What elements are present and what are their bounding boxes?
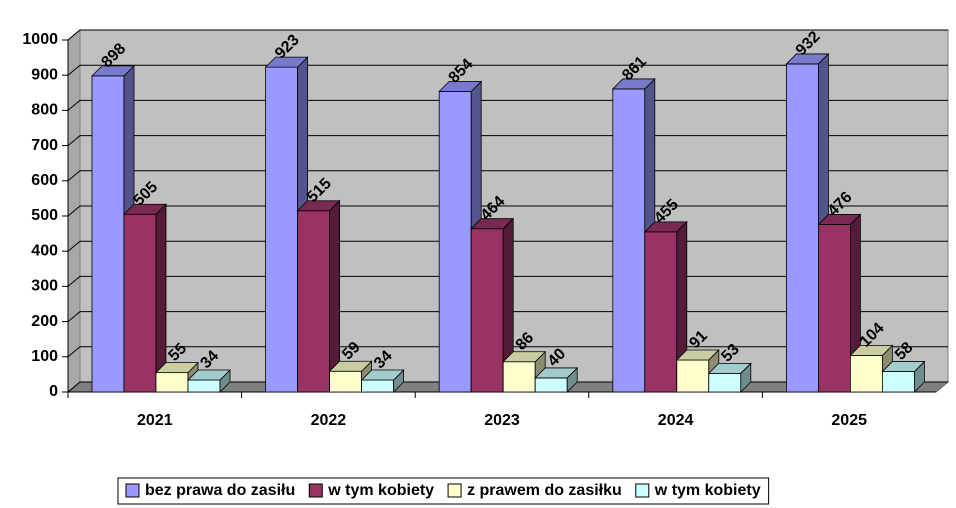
grid-line bbox=[67, 170, 948, 182]
grid-line bbox=[67, 205, 948, 217]
bar bbox=[187, 369, 231, 393]
x-tick-label: 2021 bbox=[137, 412, 173, 429]
bar-top bbox=[155, 362, 199, 374]
bar-top bbox=[187, 369, 231, 381]
bar-front bbox=[708, 372, 742, 393]
y-tick-label: 700 bbox=[31, 137, 58, 154]
legend-swatch bbox=[308, 483, 323, 498]
bar-front bbox=[786, 63, 819, 393]
bar bbox=[534, 366, 579, 393]
bar-front bbox=[818, 224, 851, 393]
bar-top bbox=[502, 351, 547, 363]
bar-top bbox=[360, 369, 405, 381]
bar bbox=[123, 203, 167, 393]
bar-front bbox=[438, 90, 472, 393]
bar-front bbox=[155, 372, 189, 393]
x-tick-label: 2024 bbox=[658, 412, 694, 429]
legend-label: w tym kobiety bbox=[654, 482, 761, 499]
bar-top bbox=[296, 200, 341, 212]
grid-line bbox=[67, 135, 948, 146]
bar-front bbox=[850, 354, 883, 393]
legend-label: z prawem do zasiłku bbox=[467, 482, 622, 499]
bar-top bbox=[534, 367, 579, 379]
bar-top bbox=[785, 53, 830, 65]
legend-swatch bbox=[635, 483, 650, 498]
bar-front bbox=[361, 379, 395, 393]
bar-top bbox=[438, 80, 483, 92]
y-tick-label: 200 bbox=[31, 313, 58, 330]
y-tick-label: 300 bbox=[31, 278, 58, 295]
bar-front bbox=[265, 66, 299, 393]
bar-front bbox=[882, 371, 915, 393]
bar-front bbox=[676, 359, 710, 393]
grid-line bbox=[67, 29, 948, 41]
grid-line bbox=[67, 64, 948, 76]
bar-top bbox=[328, 360, 373, 372]
bar bbox=[643, 220, 688, 393]
bar-top bbox=[707, 362, 752, 374]
bar-top bbox=[675, 349, 720, 361]
legend: bez prawa do zasiłu w tym kobiety z prawem… bbox=[117, 477, 770, 505]
bar-front bbox=[91, 75, 125, 393]
grid-line bbox=[67, 99, 948, 111]
bar bbox=[881, 360, 926, 393]
bar-top bbox=[91, 65, 135, 77]
bar-top bbox=[849, 344, 894, 356]
bar-top bbox=[611, 78, 656, 90]
bar-top bbox=[643, 221, 688, 233]
x-tick-label: 2025 bbox=[831, 412, 867, 429]
bar bbox=[360, 369, 405, 393]
bar bbox=[296, 199, 341, 393]
bar-top bbox=[123, 203, 167, 215]
bar-top bbox=[881, 361, 926, 372]
y-tick-label: 600 bbox=[31, 172, 58, 189]
x-tick-label: 2023 bbox=[484, 412, 520, 429]
bar bbox=[817, 213, 862, 393]
bar-top bbox=[817, 214, 862, 225]
bar-front bbox=[644, 231, 678, 393]
legend-box bbox=[117, 477, 770, 505]
bar-front bbox=[534, 377, 568, 393]
y-tick-label: 800 bbox=[31, 102, 58, 119]
y-tick-label: 0 bbox=[49, 383, 58, 400]
legend-swatch bbox=[125, 483, 140, 498]
x-tick-label: 2022 bbox=[311, 412, 347, 429]
bar-top bbox=[470, 218, 515, 230]
bar-front bbox=[612, 88, 646, 393]
y-tick-label: 400 bbox=[31, 242, 58, 259]
y-tick-label: 1000 bbox=[22, 31, 58, 48]
legend-label: w tym kobiety bbox=[327, 482, 434, 499]
bar bbox=[707, 362, 752, 393]
bar-front bbox=[297, 210, 331, 393]
bar bbox=[91, 64, 135, 393]
bar-top bbox=[264, 56, 309, 68]
bar-front bbox=[187, 379, 221, 393]
y-tick-label: 500 bbox=[31, 207, 58, 224]
legend-swatch bbox=[447, 483, 462, 498]
bar-front bbox=[123, 213, 157, 393]
y-tick-label: 900 bbox=[31, 66, 58, 83]
bar-front bbox=[502, 361, 536, 393]
bar-front bbox=[329, 370, 363, 393]
bar-front bbox=[470, 228, 504, 393]
bar bbox=[502, 350, 547, 393]
legend-label: bez prawa do zasiłu bbox=[145, 482, 295, 499]
y-tick-label: 100 bbox=[31, 348, 58, 365]
